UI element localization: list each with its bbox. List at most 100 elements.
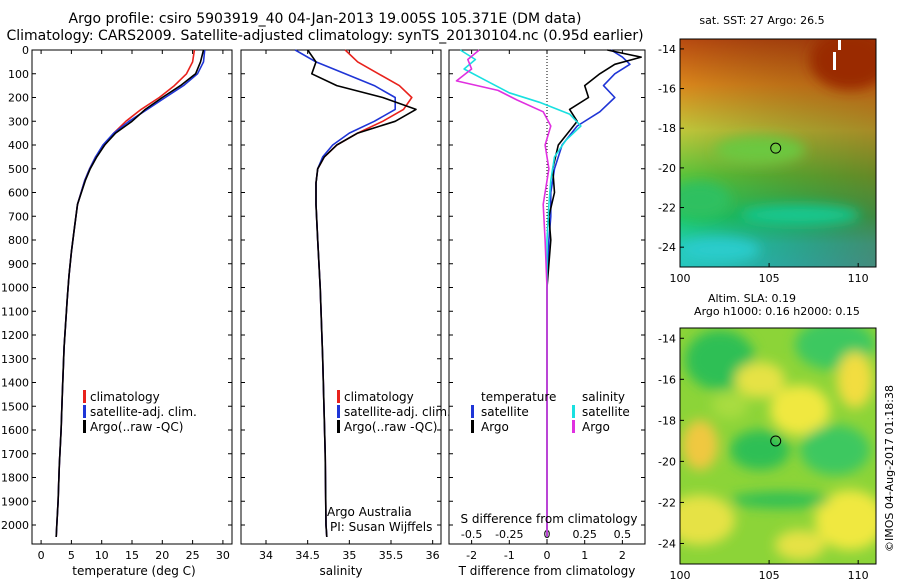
map-x-tick-label: 110: [848, 569, 869, 580]
legend-swatch-argo: [83, 420, 86, 433]
legend-title-temperature: temperature: [481, 390, 556, 404]
y-tick-label: 1300: [1, 353, 29, 366]
sla-map: [680, 328, 876, 564]
legend-swatch-satellite: [337, 405, 340, 418]
sst-argo-location-marker: [770, 142, 782, 154]
sst-map-frame: [679, 38, 877, 268]
salinity-axis-label: salinity: [319, 564, 362, 578]
map-y-tick-label: -18: [658, 414, 676, 427]
sla-map-ticks: 100 105 110 -14 -16 -18 -20 -22 -24: [658, 332, 869, 580]
y-tick-label: 100: [8, 68, 29, 81]
y-tick-label: 900: [8, 258, 29, 271]
sla-map-frame: [679, 327, 877, 565]
legend-label-satellite: satellite-adj. clim.: [344, 405, 451, 419]
y-tick-label: 600: [8, 187, 29, 200]
legend-swatch-s-satellite: [572, 405, 575, 418]
x-top-tick-label: 0.25: [572, 528, 597, 541]
salinity-legend: climatology satellite-adj. clim. Argo(..…: [327, 390, 451, 534]
legend-swatch-climatology: [337, 390, 340, 403]
series-line-argo-raw-qc-: [55, 49, 205, 537]
map-y-tick-label: -16: [658, 83, 676, 96]
sla-map-title-line1: Altim. SLA: 0.19: [708, 292, 796, 305]
y-tick-label: 2000: [1, 519, 29, 532]
series-line-s-satellite: [459, 49, 582, 537]
salinity-x-ticks: 34 34.5 35 35.5 36: [259, 50, 440, 562]
series-line-t-satellite: [546, 49, 631, 537]
x-top-tick-label: -0.25: [495, 528, 523, 541]
figure-title-line2: Climatology: CARS2009. Satellite-adjuste…: [6, 28, 644, 44]
series-line-argo-raw-qc-: [307, 49, 417, 537]
x-tick-label: -2: [466, 549, 477, 562]
map-x-tick-label: 100: [670, 569, 691, 580]
y-tick-label: 1500: [1, 400, 29, 413]
x-tick-label: 1: [581, 549, 588, 562]
map-x-tick-label: 100: [670, 272, 691, 285]
legend-swatch-t-satellite: [471, 405, 474, 418]
legend-swatch-climatology: [83, 390, 86, 403]
x-tick-label: 0: [38, 549, 45, 562]
difference-x-ticks: -2 -1 0 1 2-0.5 -0.25 0 0.25 0.5: [461, 50, 631, 562]
y-tick-label: 1700: [1, 448, 29, 461]
difference-legend: temperature satellite Argo salinity sate…: [471, 390, 630, 434]
series-line-t-argo: [546, 49, 643, 537]
y-tick-label: 700: [8, 210, 29, 223]
legend-swatch-argo: [337, 420, 340, 433]
temperature-panel-frame: [31, 49, 233, 545]
legend-title-salinity: salinity: [582, 390, 625, 404]
sst-map: [680, 39, 876, 267]
temperature-series: [55, 49, 206, 537]
y-tick-label: 1400: [1, 377, 29, 390]
y-tick-label: 1900: [1, 495, 29, 508]
sst-map-ticks: 100 105 110 -14 -16 -18 -20 -22 -24: [658, 43, 869, 285]
x-tick-label: 25: [186, 549, 200, 562]
y-tick-label: 1100: [1, 305, 29, 318]
x-top-tick-label: 0.5: [614, 528, 632, 541]
legend-label-t-argo: Argo: [481, 420, 509, 434]
legend-label-s-argo: Argo: [582, 420, 610, 434]
salinity-panel-frame: [240, 49, 442, 545]
map-y-tick-label: -14: [658, 43, 676, 56]
x-tick-label: 34.5: [295, 549, 320, 562]
legend-label-satellite: satellite-adj. clim.: [90, 405, 197, 419]
legend-label-argo: Argo(..raw -QC): [344, 420, 437, 434]
y-tick-label: 300: [8, 115, 29, 128]
float-owner-label: Argo Australia: [327, 505, 412, 519]
legend-swatch-satellite: [83, 405, 86, 418]
pi-label: PI: Susan Wijffels: [330, 520, 432, 534]
map-x-tick-label: 110: [848, 272, 869, 285]
salinity-series: [294, 49, 417, 537]
map-y-tick-label: -18: [658, 122, 676, 135]
t-difference-axis-label: T difference from climatology: [458, 564, 636, 578]
map-y-tick-label: -22: [658, 202, 676, 215]
sla-map-title-line2: Argo h1000: 0.16 h2000: 0.15: [694, 305, 860, 318]
sla-argo-location-marker: [770, 435, 782, 447]
temperature-axis-label: temperature (deg C): [72, 564, 195, 578]
map-y-tick-label: -22: [658, 496, 676, 509]
x-tick-label: 35: [342, 549, 356, 562]
y-tick-label: 1000: [1, 282, 29, 295]
temperature-x-ticks: 0 5 10 15 20 25 30: [38, 50, 230, 562]
sst-map-title: sat. SST: 27 Argo: 26.5: [699, 14, 824, 27]
legend-label-argo: Argo(..raw -QC): [90, 420, 183, 434]
temperature-legend: climatology satellite-adj. clim. Argo(..…: [83, 390, 197, 434]
y-tick-label: 200: [8, 92, 29, 105]
y-tick-label: 1200: [1, 329, 29, 342]
x-tick-label: 30: [216, 549, 230, 562]
x-tick-label: 5: [68, 549, 75, 562]
x-tick-label: 34: [259, 549, 273, 562]
x-tick-label: 36: [426, 549, 440, 562]
y-tick-label: 800: [8, 234, 29, 247]
map-y-tick-label: -16: [658, 373, 676, 386]
y-tick-label: 1600: [1, 424, 29, 437]
map-x-tick-label: 105: [759, 569, 780, 580]
sst-flagged-pixels: [833, 52, 836, 70]
imos-timestamp: ©IMOS 04-Aug-2017 01:18:38: [883, 385, 896, 552]
difference-series: [455, 49, 643, 537]
map-y-tick-label: -24: [658, 537, 676, 550]
map-y-tick-label: -20: [658, 455, 676, 468]
x-tick-label: 2: [619, 549, 626, 562]
legend-label-s-satellite: satellite: [582, 405, 630, 419]
x-top-tick-label: -0.5: [461, 528, 482, 541]
legend-label-climatology: climatology: [90, 390, 160, 404]
